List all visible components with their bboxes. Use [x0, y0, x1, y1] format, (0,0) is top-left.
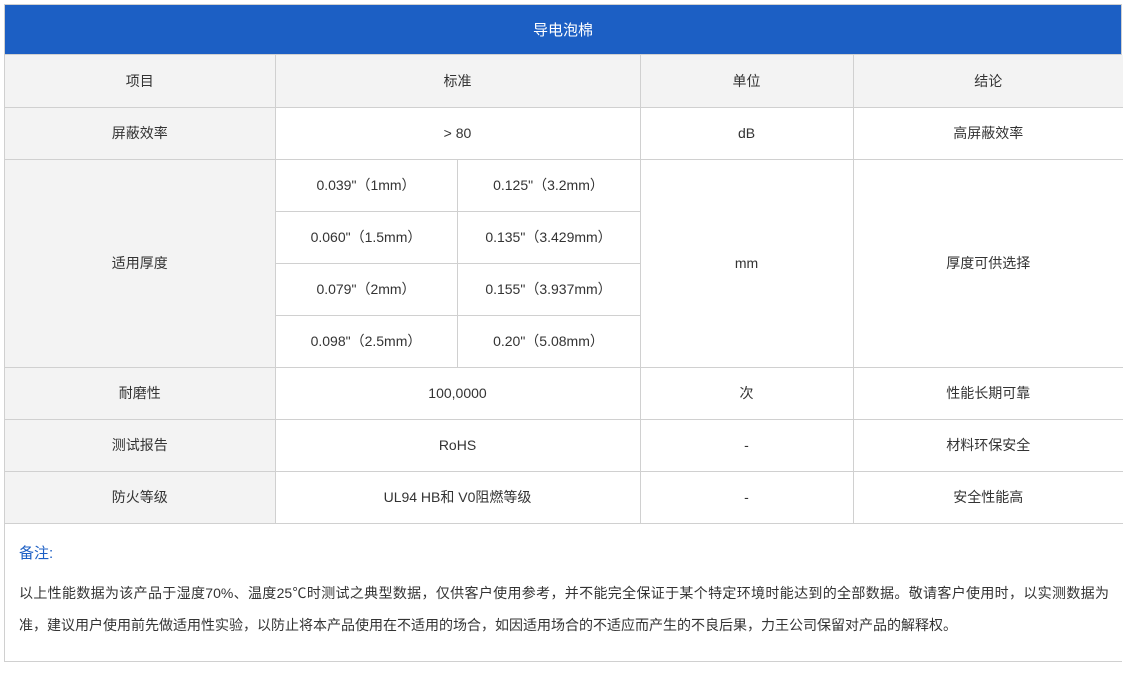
cell-thk-1-0: 0.060"（1.5mm） [275, 211, 457, 263]
cell-conclusion: 厚度可供选择 [853, 159, 1123, 367]
cell-thk-0-0: 0.039"（1mm） [275, 159, 457, 211]
remark-text: 以上性能数据为该产品于湿度70%、温度25℃时测试之典型数据，仅供客户使用参考，… [19, 577, 1109, 641]
spec-table: 项目 标准 单位 结论 屏蔽效率 > 80 dB 高屏蔽效率 适用厚度 0.03… [5, 55, 1123, 661]
remark-box: 备注: 以上性能数据为该产品于湿度70%、温度25℃时测试之典型数据，仅供客户使… [5, 524, 1123, 661]
cell-standard: RoHS [275, 419, 640, 471]
row-shielding: 屏蔽效率 > 80 dB 高屏蔽效率 [5, 107, 1123, 159]
spec-table-container: 导电泡棉 项目 标准 单位 结论 屏蔽效率 > 80 dB 高屏蔽效率 适用厚度… [4, 4, 1122, 662]
row-remark: 备注: 以上性能数据为该产品于湿度70%、温度25℃时测试之典型数据，仅供客户使… [5, 523, 1123, 661]
header-unit: 单位 [640, 55, 853, 107]
cell-unit: - [640, 419, 853, 471]
cell-conclusion: 高屏蔽效率 [853, 107, 1123, 159]
cell-conclusion: 安全性能高 [853, 471, 1123, 523]
cell-standard: 100,0000 [275, 367, 640, 419]
cell-thk-2-1: 0.155"（3.937mm） [457, 263, 640, 315]
remark-label: 备注: [19, 542, 1109, 563]
cell-thk-1-1: 0.135"（3.429mm） [457, 211, 640, 263]
cell-thk-3-0: 0.098"（2.5mm） [275, 315, 457, 367]
remark-cell: 备注: 以上性能数据为该产品于湿度70%、温度25℃时测试之典型数据，仅供客户使… [5, 523, 1123, 661]
cell-item: 耐磨性 [5, 367, 275, 419]
header-item: 项目 [5, 55, 275, 107]
cell-item: 测试报告 [5, 419, 275, 471]
cell-unit: - [640, 471, 853, 523]
cell-standard: UL94 HB和 V0阻燃等级 [275, 471, 640, 523]
cell-thk-3-1: 0.20"（5.08mm） [457, 315, 640, 367]
cell-unit: 次 [640, 367, 853, 419]
row-fire: 防火等级 UL94 HB和 V0阻燃等级 - 安全性能高 [5, 471, 1123, 523]
cell-item: 屏蔽效率 [5, 107, 275, 159]
cell-conclusion: 材料环保安全 [853, 419, 1123, 471]
table-title: 导电泡棉 [5, 5, 1121, 55]
cell-item: 防火等级 [5, 471, 275, 523]
row-wear: 耐磨性 100,0000 次 性能长期可靠 [5, 367, 1123, 419]
cell-item: 适用厚度 [5, 159, 275, 367]
row-report: 测试报告 RoHS - 材料环保安全 [5, 419, 1123, 471]
header-row: 项目 标准 单位 结论 [5, 55, 1123, 107]
cell-unit: dB [640, 107, 853, 159]
header-standard: 标准 [275, 55, 640, 107]
cell-thk-0-1: 0.125"（3.2mm） [457, 159, 640, 211]
cell-standard: > 80 [275, 107, 640, 159]
cell-unit: mm [640, 159, 853, 367]
header-conclusion: 结论 [853, 55, 1123, 107]
cell-thk-2-0: 0.079"（2mm） [275, 263, 457, 315]
row-thickness-1: 适用厚度 0.039"（1mm） 0.125"（3.2mm） mm 厚度可供选择 [5, 159, 1123, 211]
cell-conclusion: 性能长期可靠 [853, 367, 1123, 419]
